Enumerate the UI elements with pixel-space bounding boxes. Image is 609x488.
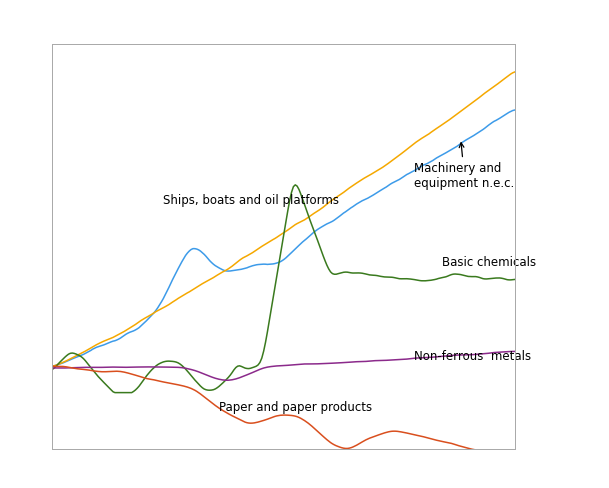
Text: Machinery and
equipment n.e.c.: Machinery and equipment n.e.c. xyxy=(414,143,515,190)
Text: Paper and paper products: Paper and paper products xyxy=(219,401,372,414)
Text: Ships, boats and oil platforms: Ships, boats and oil platforms xyxy=(163,195,339,207)
Text: Basic chemicals: Basic chemicals xyxy=(442,256,537,269)
Text: Non-ferrous  metals: Non-ferrous metals xyxy=(414,350,532,363)
